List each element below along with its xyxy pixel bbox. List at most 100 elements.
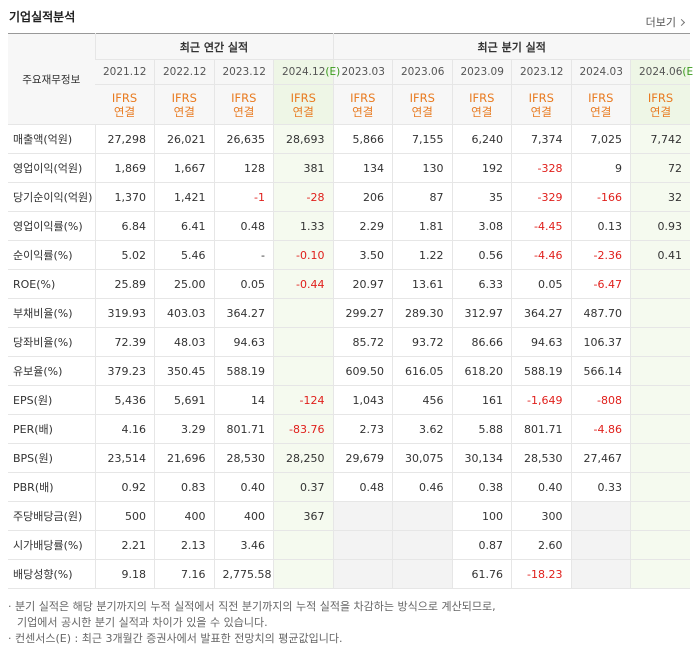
value-cell: 9.18 (94, 559, 155, 589)
value-cell: 2.73 (332, 414, 393, 444)
note-line: · 컨센서스(E) : 최근 3개월간 증권사에서 발표한 전망치의 평균값입니… (8, 632, 343, 645)
value-cell: 2.29 (332, 211, 393, 241)
value-cell: 6.33 (451, 269, 512, 299)
value-cell: 456 (392, 385, 452, 415)
value-cell (630, 327, 690, 357)
value-cell: 72.39 (94, 327, 155, 357)
value-cell: 14 (213, 385, 274, 415)
value-cell: 3.46 (213, 530, 274, 560)
value-cell: -329 (511, 182, 571, 212)
data-row: 배당성향(%) 9.18 7.16 2,775.58 61.76 -18.23 (8, 559, 690, 589)
value-cell: 0.83 (154, 472, 214, 502)
value-cell: 6.84 (94, 211, 155, 241)
value-cell: 3.29 (154, 414, 214, 444)
value-cell (273, 530, 333, 560)
table-body: 매출액(억원) 27,298 26,021 26,635 28,693 5,866 7,15… (8, 124, 690, 589)
value-cell: 100 (451, 501, 512, 531)
data-row: 매출액(억원) 27,298 26,021 26,635 28,693 5,866 7,15… (8, 124, 690, 154)
value-cell: 609.50 (332, 356, 393, 386)
row-label: 매출액(억원) (8, 124, 95, 154)
period-header: 2023.06 (392, 59, 452, 85)
value-cell (630, 472, 690, 502)
more-link[interactable]: 더보기 (646, 14, 684, 30)
value-cell: -18.23 (511, 559, 571, 589)
row-label: ROE(%) (8, 269, 95, 299)
group-header: 최근 연간 실적 (94, 33, 333, 60)
standard-text: 연결 (233, 104, 255, 119)
value-cell: 1,043 (332, 385, 393, 415)
value-cell: 5.46 (154, 240, 214, 270)
value-cell: 801.71 (213, 414, 274, 444)
value-cell: 400 (154, 501, 214, 531)
value-cell: 500 (94, 501, 155, 531)
value-cell: 0.40 (511, 472, 571, 502)
value-cell: 28,530 (511, 443, 571, 473)
value-cell: 5,691 (154, 385, 214, 415)
period-header: 2023.09 (451, 59, 512, 85)
value-cell: 28,693 (273, 124, 333, 154)
value-cell: 616.05 (392, 356, 452, 386)
value-cell (392, 530, 452, 560)
value-cell: 27,467 (570, 443, 631, 473)
value-cell: 6.41 (154, 211, 214, 241)
value-cell: -124 (273, 385, 333, 415)
value-cell (570, 530, 631, 560)
value-cell: 7,742 (630, 124, 690, 154)
corner-cell: 주요재무정보 (8, 33, 95, 125)
data-row: 당기순이익(억원) 1,370 1,421 -1 -28 206 87 35 -329 -166 3… (8, 182, 690, 212)
value-cell: 7,025 (570, 124, 631, 154)
value-cell: 487.70 (570, 298, 631, 328)
value-cell: 9 (570, 153, 631, 183)
value-cell: 134 (332, 153, 393, 183)
value-cell: -4.46 (511, 240, 571, 270)
standard-header: IFRS 연결 (213, 84, 274, 125)
value-cell: 312.97 (451, 298, 512, 328)
value-cell: 61.76 (451, 559, 512, 589)
value-cell: 588.19 (511, 356, 571, 386)
value-cell (273, 327, 333, 357)
value-cell (392, 501, 452, 531)
data-row: 주당배당금(원) 500 400 400 367 100 300 (8, 501, 690, 531)
value-cell: 26,021 (154, 124, 214, 154)
period-header: 2022.12 (154, 59, 214, 85)
data-row: BPS(원) 23,514 21,696 28,530 28,250 29,679 30,0… (8, 443, 690, 473)
data-row: 영업이익률(%) 6.84 6.41 0.48 1.33 2.29 1.81 3.08 -4.4… (8, 211, 690, 241)
value-cell: 94.63 (213, 327, 274, 357)
estimate-mark: (E) (682, 66, 694, 78)
period-header: 2023.12 (213, 59, 274, 85)
value-cell: 566.14 (570, 356, 631, 386)
value-cell: 161 (451, 385, 512, 415)
standard-text: IFRS (171, 90, 197, 105)
value-cell: -6.47 (570, 269, 631, 299)
value-cell (630, 414, 690, 444)
value-cell: 381 (273, 153, 333, 183)
row-label: BPS(원) (8, 443, 95, 473)
value-cell: 85.72 (332, 327, 393, 357)
value-cell: -28 (273, 182, 333, 212)
value-cell: 367 (273, 501, 333, 531)
value-cell: 6,240 (451, 124, 512, 154)
value-cell: -83.76 (273, 414, 333, 444)
period-header: 2023.12 (511, 59, 571, 85)
value-cell (630, 298, 690, 328)
data-row: 영업이익(억원) 1,869 1,667 128 381 134 130 192 -328 9 72 (8, 153, 690, 183)
row-label: 유보율(%) (8, 356, 95, 386)
value-cell: 72 (630, 153, 690, 183)
value-cell: 1.33 (273, 211, 333, 241)
value-cell: 192 (451, 153, 512, 183)
value-cell: 1,667 (154, 153, 214, 183)
standard-header: IFRS 연결 (630, 84, 690, 125)
value-cell: 86.66 (451, 327, 512, 357)
value-cell: -1,649 (511, 385, 571, 415)
value-cell: 7,155 (392, 124, 452, 154)
standard-header: IFRS 연결 (154, 84, 214, 125)
row-label: 배당성향(%) (8, 559, 95, 589)
data-row: 부채비율(%) 319.93 403.03 364.27 299.27 289.30 312… (8, 298, 690, 328)
value-cell: 319.93 (94, 298, 155, 328)
value-cell: 0.38 (451, 472, 512, 502)
standard-text: 연결 (530, 104, 552, 119)
standard-header: IFRS 연결 (451, 84, 512, 125)
value-cell: 1,370 (94, 182, 155, 212)
value-cell: 0.13 (570, 211, 631, 241)
